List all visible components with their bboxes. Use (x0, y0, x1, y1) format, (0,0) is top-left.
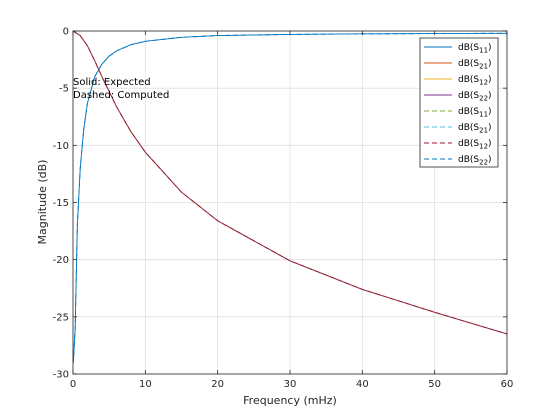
legend-prefix: dB(S (458, 139, 479, 149)
legend-subscript: 22 (479, 159, 488, 167)
legend-entry-0: dB(S11) (458, 43, 492, 55)
x-tick-label: 0 (70, 379, 76, 390)
y-tick-label: -5 (59, 84, 69, 95)
legend-suffix: ) (488, 43, 492, 53)
legend-prefix: dB(S (458, 123, 479, 133)
ticks: 0 10 20 30 40 50 60 0 -5 -10 -15 -20 -25 -30 (53, 27, 514, 391)
legend-subscript: 11 (479, 111, 488, 119)
legend-prefix: dB(S (458, 107, 479, 117)
legend-suffix: ) (488, 59, 492, 69)
x-tick-label: 50 (428, 379, 441, 390)
series-line-7 (72, 32, 508, 363)
y-tick-label: -30 (53, 370, 69, 381)
legend-subscript: 12 (479, 143, 488, 151)
x-tick-label: 10 (139, 379, 152, 390)
y-tick-label: 0 (63, 27, 69, 38)
legend-prefix: dB(S (458, 59, 479, 69)
legend-prefix: dB(S (458, 43, 479, 53)
legend-prefix: dB(S (458, 155, 479, 165)
legend-suffix: ) (488, 107, 492, 117)
legend-entry-6: dB(S12) (458, 139, 492, 151)
legend-subscript: 12 (479, 79, 488, 87)
legend-prefix: dB(S (458, 75, 479, 85)
series-layer (72, 30, 508, 363)
y-axis-label: Magnitude (dB) (36, 160, 49, 245)
legend-subscript: 22 (479, 95, 488, 103)
legend-suffix: ) (488, 75, 492, 85)
legend-subscript: 21 (479, 127, 488, 135)
legend-subscript: 21 (479, 63, 488, 71)
x-tick-label: 60 (501, 379, 514, 390)
x-axis-label: Frequency (mHz) (243, 394, 337, 407)
legend-entry-1: dB(S21) (458, 59, 492, 71)
y-tick-label: -25 (53, 312, 69, 323)
y-tick-label: -10 (53, 141, 69, 152)
y-tick-label: -20 (53, 255, 69, 266)
legend-entry-2: dB(S12) (458, 75, 492, 87)
legend-suffix: ) (488, 139, 492, 149)
legend-suffix: ) (488, 123, 492, 133)
annotation-computed: Dashed: Computed (73, 90, 169, 101)
legend-suffix: ) (488, 91, 492, 101)
legend-entry-5: dB(S21) (458, 123, 492, 135)
series-line-6 (72, 30, 508, 335)
legend-subscript: 11 (479, 47, 488, 55)
legend-entry-7: dB(S22) (458, 155, 492, 167)
legend-box (419, 37, 499, 168)
legend-suffix: ) (488, 155, 492, 165)
x-tick-label: 20 (211, 379, 224, 390)
annotation-expected: Solid: Expected (73, 77, 151, 88)
x-tick-label: 30 (284, 379, 297, 390)
legend-entry-4: dB(S11) (458, 107, 492, 119)
legend: dB(S11)dB(S21)dB(S12)dB(S22)dB(S11)dB(S2… (419, 37, 499, 168)
legend-entry-3: dB(S22) (458, 91, 492, 103)
x-tick-label: 40 (356, 379, 369, 390)
legend-prefix: dB(S (458, 91, 479, 101)
y-tick-label: -15 (53, 198, 69, 209)
